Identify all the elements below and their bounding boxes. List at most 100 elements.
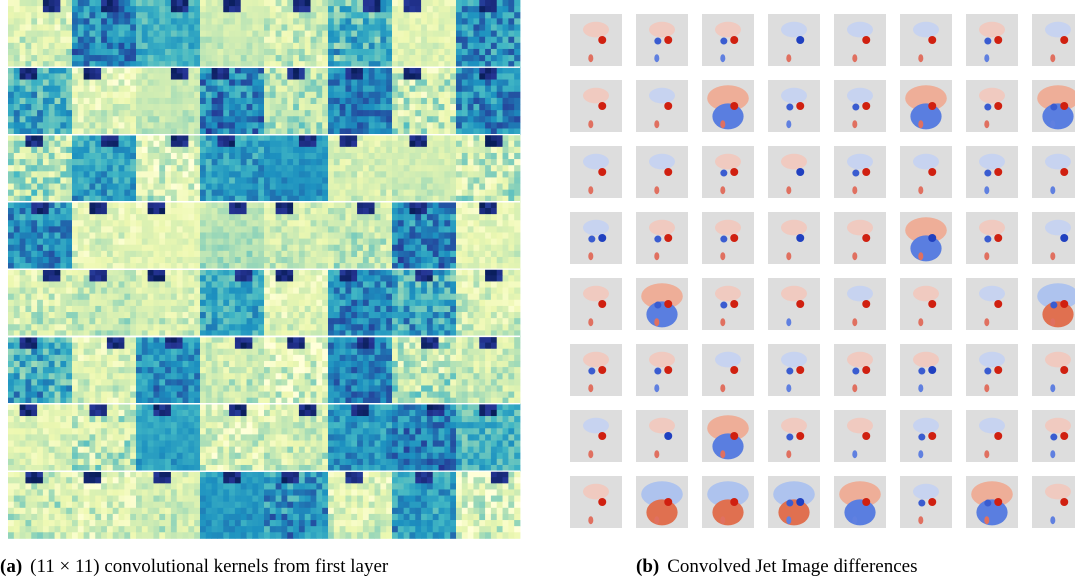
kernel-cell — [392, 189, 399, 197]
kernel-cell — [310, 30, 317, 38]
kernel-cell — [37, 201, 44, 209]
kernel-cell — [432, 318, 439, 325]
kernel-cell — [170, 42, 178, 50]
kernel-cell — [200, 97, 207, 105]
kernel-cell — [31, 232, 38, 240]
kernel-cell — [473, 128, 480, 135]
kernel-cell — [153, 220, 160, 227]
kernel-cell — [310, 79, 317, 87]
kernel-cell — [188, 48, 195, 56]
kernel-cell — [182, 42, 189, 50]
kernel-cell — [234, 91, 242, 99]
kernel-cell — [322, 140, 329, 148]
kernel-cell — [514, 220, 521, 227]
kernel-cell — [112, 281, 119, 288]
kernel-cell — [351, 214, 358, 221]
kernel-cell — [473, 61, 480, 68]
kernel-cell — [502, 18, 509, 25]
kernel-cell — [223, 140, 230, 148]
kernel-cell — [432, 293, 439, 301]
kernel-cell — [101, 201, 108, 209]
kernel-cell — [328, 6, 335, 13]
kernel-cell — [112, 24, 119, 31]
kernel-cell — [194, 36, 201, 44]
kernel-cell — [77, 30, 85, 38]
kernel-cell — [229, 97, 236, 105]
kernel-cell — [165, 195, 172, 203]
kernel-cell — [502, 12, 509, 19]
kernel-cell — [473, 318, 480, 325]
kernel-cell — [13, 256, 21, 264]
kernel-cell — [217, 165, 224, 172]
kernel-cell — [269, 318, 277, 325]
kernel-cell — [25, 128, 32, 135]
kernel-cell — [362, 116, 370, 123]
kernel-cell — [345, 128, 352, 135]
kernel-cell — [456, 128, 463, 135]
kernel-cell — [234, 128, 242, 135]
kernel-cell — [409, 330, 416, 337]
kernel-cell — [496, 324, 503, 331]
kernel-cell — [106, 159, 114, 166]
kernel-cell — [83, 232, 90, 240]
kernel-cell — [316, 42, 323, 50]
kernel-cell — [444, 208, 451, 215]
kernel-cell — [514, 73, 521, 80]
kernel-cell — [182, 159, 189, 166]
kernel-cell — [490, 85, 498, 93]
kernel-cell — [386, 195, 393, 203]
kernel-cell — [112, 110, 119, 117]
kernel-cell — [188, 79, 195, 87]
kernel-cell — [31, 116, 38, 123]
kernel-cell — [72, 134, 79, 142]
kernel-cell — [101, 232, 108, 240]
kernel-cell — [322, 61, 329, 68]
kernel-cell — [461, 12, 469, 19]
kernel-cell — [456, 195, 463, 203]
kernel-cell — [89, 293, 96, 301]
kernel-cell — [72, 55, 79, 62]
kernel-cell — [170, 195, 178, 203]
kernel-cell — [72, 171, 79, 178]
kernel-cell — [264, 79, 271, 87]
kernel-cell — [19, 318, 26, 325]
kernel-cell — [54, 18, 61, 25]
kernel-cell — [159, 201, 166, 209]
kernel-cell — [456, 91, 463, 99]
kernel-cell — [234, 214, 242, 221]
kernel-cell — [473, 0, 480, 7]
kernel-cell — [496, 146, 503, 154]
kernel-cell — [101, 85, 108, 93]
kernel-cell — [13, 299, 21, 307]
kernel-cell — [136, 226, 143, 233]
kernel-cell — [25, 116, 32, 123]
kernel-cell — [304, 214, 311, 221]
kernel-cell — [421, 324, 428, 331]
kernel-cell — [438, 244, 445, 252]
kernel-cell — [264, 159, 271, 166]
kernel-cell — [298, 18, 306, 25]
kernel-cell — [72, 12, 79, 19]
kernel-cell — [328, 269, 335, 276]
kernel-cell — [397, 6, 405, 13]
kernel-cell — [205, 250, 213, 258]
kernel-cell — [130, 110, 137, 117]
kernel-cell — [287, 79, 294, 87]
kernel-cell — [304, 128, 311, 135]
kernel-cell — [234, 116, 242, 123]
kernel-cell — [48, 24, 55, 31]
kernel-cell — [37, 159, 44, 166]
kernel-cell — [240, 110, 247, 117]
kernel-cell — [316, 269, 323, 276]
kernel-cell — [229, 183, 236, 191]
kernel-cell — [397, 287, 405, 295]
kernel-cell — [496, 214, 503, 221]
kernel-cell — [25, 324, 32, 331]
kernel-cell — [275, 195, 282, 203]
kernel-cell — [72, 214, 79, 221]
kernel-cell — [252, 104, 259, 111]
kernel-cell — [269, 0, 277, 7]
kernel-cell — [48, 73, 55, 80]
kernel-cell — [211, 36, 218, 44]
kernel-cell — [165, 208, 172, 215]
